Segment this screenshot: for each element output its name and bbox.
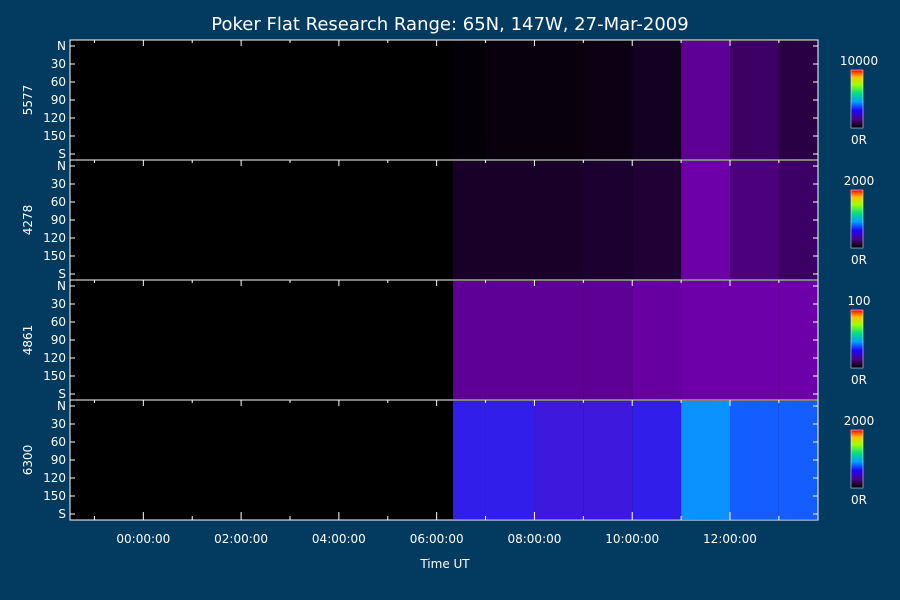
intensity-column (583, 161, 633, 279)
panels: N 30 60 90 120 150 S 5577 10000 0R N 30 60 90 120 150 S 4… (21, 39, 878, 521)
panel-4278: N 30 60 90 120 150 S 4278 2000 0R (21, 159, 874, 281)
x-tick-label: 06:00:00 (410, 532, 464, 546)
intensity-column (778, 281, 818, 399)
y-tick-label: 30 (51, 177, 66, 191)
intensity-column (681, 401, 730, 519)
intensity-column (778, 161, 818, 279)
y-tick-label: N (57, 399, 66, 413)
intensity-column (730, 161, 779, 279)
y-tick-label: 30 (51, 57, 66, 71)
intensity-column (632, 281, 682, 399)
colour-bar-max: 10000 (840, 54, 878, 68)
y-tick-label: 120 (43, 231, 66, 245)
intensity-column (485, 281, 535, 399)
intensity-column (778, 401, 818, 519)
intensity-column (583, 401, 633, 519)
intensity-column (534, 281, 584, 399)
y-tick-label: 60 (51, 435, 66, 449)
colour-bar-max: 2000 (844, 414, 875, 428)
y-tick-label: 150 (43, 249, 66, 263)
y-tick-label: S (58, 387, 66, 401)
intensity-column (681, 281, 730, 399)
y-tick-label: 120 (43, 471, 66, 485)
colour-bar-max: 100 (848, 294, 871, 308)
x-tick-label: 12:00:00 (703, 532, 757, 546)
colour-bar-min: 0R (851, 493, 867, 507)
intensity-column (583, 281, 633, 399)
panel-label: 4278 (21, 205, 35, 236)
x-axis: 00:00:00 02:00:00 04:00:00 06:00:00 08:00:00… (93, 40, 780, 546)
panel-label: 5577 (21, 85, 35, 116)
intensity-column (452, 401, 486, 519)
intensity-column (632, 401, 682, 519)
colour-bar-min: 0R (851, 133, 867, 147)
colour-bar (850, 309, 864, 369)
y-tick-label: S (58, 147, 66, 161)
colour-bar-max: 2000 (844, 174, 875, 188)
intensity-column (730, 281, 779, 399)
x-tick-label: 00:00:00 (116, 532, 170, 546)
y-tick-label: 150 (43, 369, 66, 383)
panel-4861: N 30 60 90 120 150 S 4861 100 0R (21, 279, 870, 401)
y-tick-label: 30 (51, 297, 66, 311)
intensity-column (452, 41, 486, 159)
intensity-column (452, 161, 486, 279)
intensity-column (681, 41, 730, 159)
intensity-column (485, 401, 535, 519)
y-tick-label: 150 (43, 489, 66, 503)
colour-bar-min: 0R (851, 253, 867, 267)
colour-bar-min: 0R (851, 373, 867, 387)
intensity-column (485, 161, 535, 279)
y-tick-label: N (57, 39, 66, 53)
y-tick-label: 60 (51, 315, 66, 329)
x-tick-label: 10:00:00 (605, 532, 659, 546)
colour-bar (850, 429, 864, 489)
intensity-column (632, 41, 682, 159)
y-tick-label: S (58, 267, 66, 281)
x-tick-label: 04:00:00 (312, 532, 366, 546)
panel-label: 6300 (21, 445, 35, 476)
x-axis-label: Time UT (419, 557, 470, 571)
chart-title: Poker Flat Research Range: 65N, 147W, 27… (211, 14, 688, 35)
panel-label: 4861 (21, 325, 35, 356)
y-tick-label: 150 (43, 129, 66, 143)
y-tick-label: 90 (51, 93, 66, 107)
intensity-column (534, 161, 584, 279)
y-tick-label: 90 (51, 333, 66, 347)
y-tick-label: S (58, 507, 66, 521)
x-tick-label: 08:00:00 (507, 532, 561, 546)
intensity-column (485, 41, 535, 159)
intensity-column (452, 281, 486, 399)
y-tick-label: N (57, 279, 66, 293)
y-tick-label: 30 (51, 417, 66, 431)
intensity-column (730, 41, 779, 159)
intensity-column (583, 41, 633, 159)
intensity-column (534, 401, 584, 519)
panel-6300: N 30 60 90 120 150 S 6300 2000 0R (21, 399, 874, 521)
y-tick-label: 120 (43, 111, 66, 125)
y-tick-label: 120 (43, 351, 66, 365)
intensity-column (730, 401, 779, 519)
intensity-column (632, 161, 682, 279)
y-tick-label: N (57, 159, 66, 173)
intensity-column (534, 41, 584, 159)
colour-bar (850, 189, 864, 249)
y-tick-label: 60 (51, 75, 66, 89)
y-tick-label: 60 (51, 195, 66, 209)
panel-5577: N 30 60 90 120 150 S 5577 10000 0R (21, 39, 878, 161)
intensity-column (778, 41, 818, 159)
intensity-column (681, 161, 730, 279)
x-tick-label: 02:00:00 (214, 532, 268, 546)
colour-bar (850, 69, 864, 129)
y-tick-label: 90 (51, 213, 66, 227)
y-tick-label: 90 (51, 453, 66, 467)
